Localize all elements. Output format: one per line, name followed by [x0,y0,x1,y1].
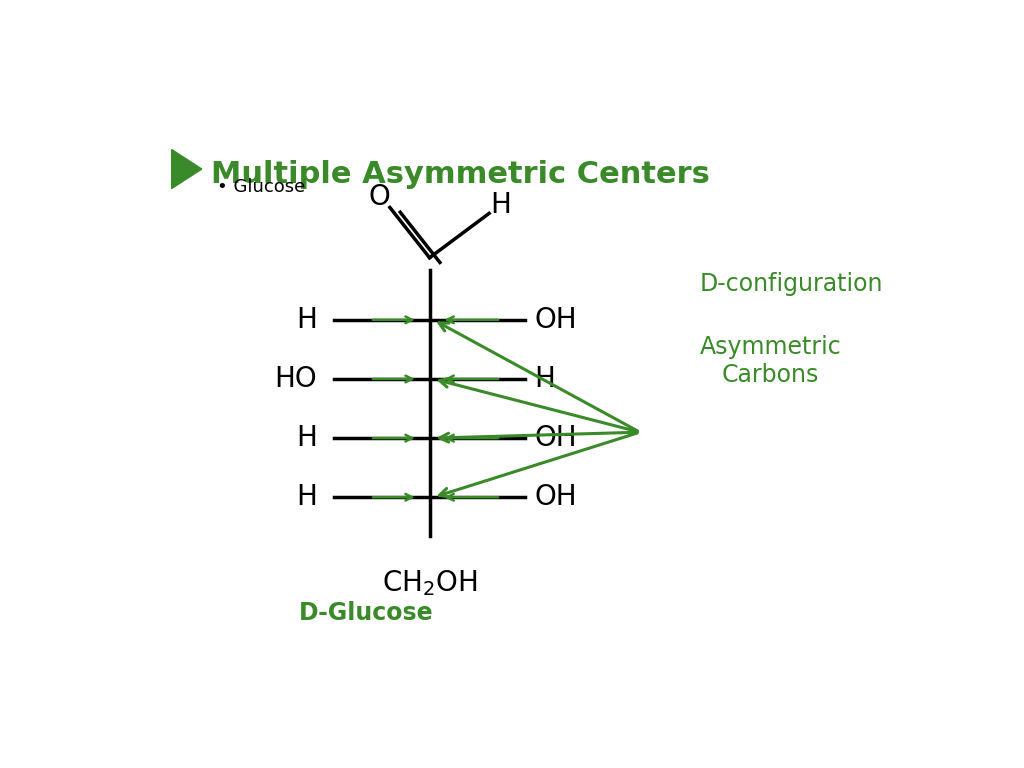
Text: H: H [296,424,316,452]
Text: OH: OH [535,424,577,452]
Text: HO: HO [274,365,316,393]
Text: H: H [296,306,316,334]
Polygon shape [172,150,202,189]
Text: H: H [535,365,555,393]
Text: Asymmetric
Carbons: Asymmetric Carbons [699,336,841,387]
Text: CH$_2$OH: CH$_2$OH [382,568,477,598]
Text: OH: OH [535,306,577,334]
Text: Multiple Asymmetric Centers: Multiple Asymmetric Centers [211,161,711,189]
Text: OH: OH [535,483,577,511]
Text: H: H [490,190,511,219]
Text: O: O [369,183,390,211]
Text: • Glucose: • Glucose [217,178,305,196]
Text: H: H [296,483,316,511]
Text: D-Glucose: D-Glucose [299,601,433,624]
Text: D-configuration: D-configuration [699,273,883,296]
